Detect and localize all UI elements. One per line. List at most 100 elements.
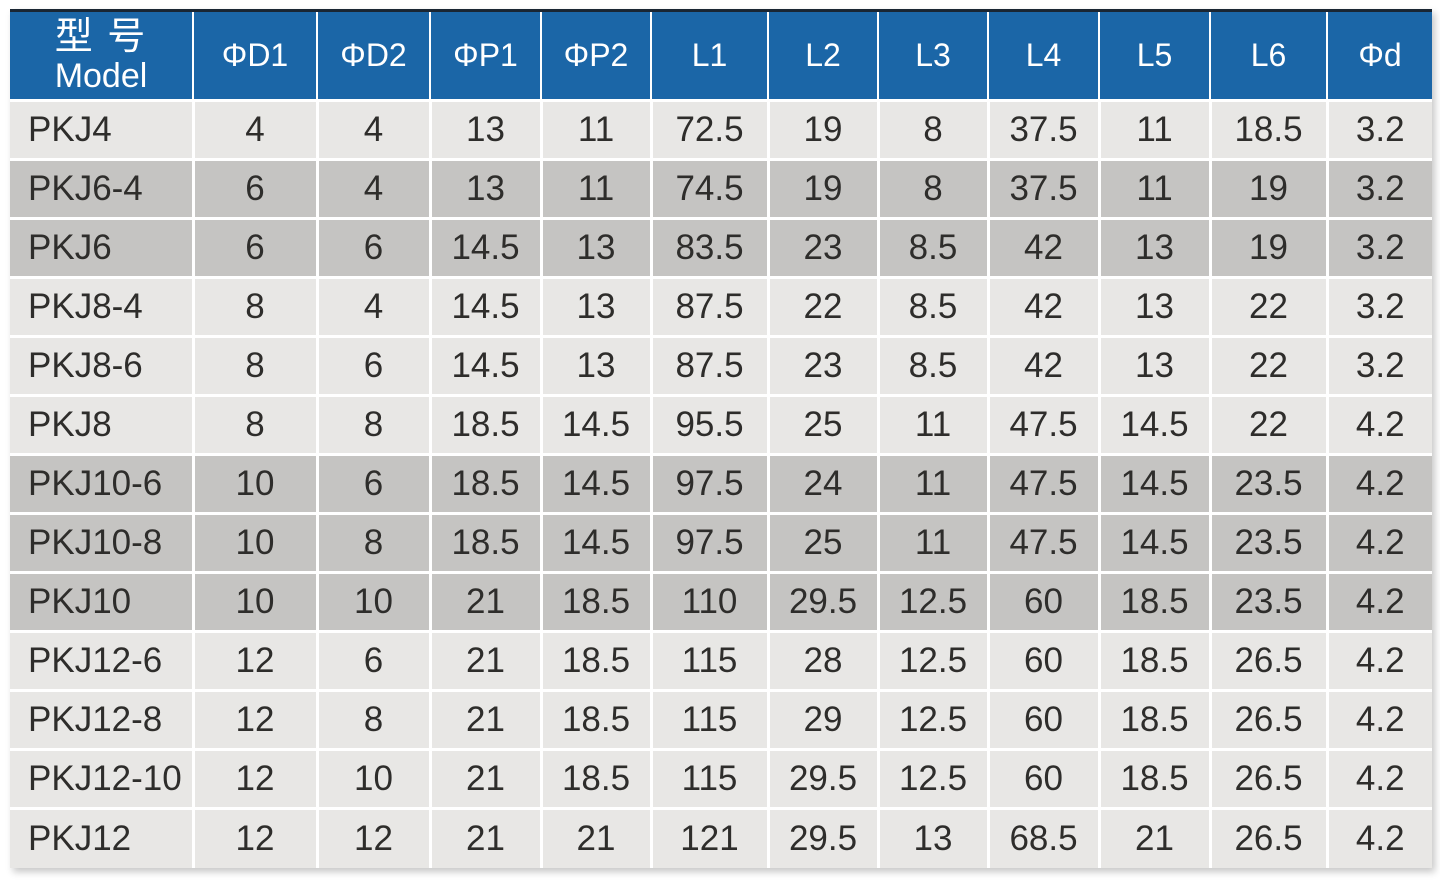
table-row: PKJ8-6 8 6 14.5 13 87.5 23 8.5 42 13 22 3.2 <box>10 335 1432 397</box>
table-row: PKJ12-10 12 10 21 18.5 115 29.5 12.5 60 18.5 26.5 4… <box>10 748 1432 810</box>
value-cell-ΦP1: 18.5 <box>428 453 543 515</box>
value-cell-L1: 115 <box>649 630 770 692</box>
value-cell-ΦP2: 18.5 <box>539 689 653 751</box>
column-header-L4: L4 <box>987 9 1100 102</box>
value-cell-L5: 18.5 <box>1097 748 1212 810</box>
value-cell-L6: 26.5 <box>1208 630 1329 692</box>
value-cell-L3: 11 <box>876 453 990 515</box>
value-cell-L2: 22 <box>766 276 880 338</box>
value-cell-L6: 18.5 <box>1208 99 1329 161</box>
value-cell-L2: 29.5 <box>766 571 880 633</box>
value-cell-L4: 60 <box>986 630 1101 692</box>
model-column-header: 型 号 Model <box>10 9 194 102</box>
model-cell: PKJ12-6 <box>10 630 195 692</box>
value-cell-L1: 95.5 <box>649 394 770 456</box>
value-cell-ΦP2: 11 <box>539 158 653 220</box>
value-cell-L4: 68.5 <box>986 807 1101 868</box>
table-row: PKJ8-4 8 4 14.5 13 87.5 22 8.5 42 13 22 3.2 <box>10 276 1432 338</box>
value-cell-L4: 47.5 <box>986 394 1101 456</box>
value-cell-L2: 25 <box>766 512 880 574</box>
value-cell-L3: 12.5 <box>876 571 990 633</box>
value-cell-ΦD2: 8 <box>315 512 432 574</box>
value-cell-ΦD2: 4 <box>315 276 432 338</box>
value-cell-ΦD1: 6 <box>191 217 319 279</box>
value-cell-L2: 19 <box>766 99 880 161</box>
value-cell-L5: 11 <box>1097 99 1212 161</box>
value-cell-ΦP1: 18.5 <box>428 394 543 456</box>
table-row: PKJ10-8 10 8 18.5 14.5 97.5 25 11 47.5 14.5 23.5 4.… <box>10 512 1432 574</box>
value-cell-L3: 8.5 <box>876 335 990 397</box>
value-cell-L4: 60 <box>986 571 1101 633</box>
value-cell-L5: 13 <box>1097 335 1212 397</box>
value-cell-L5: 13 <box>1097 276 1212 338</box>
value-cell-L4: 60 <box>986 689 1101 751</box>
column-header-ΦP1: ΦP1 <box>429 9 542 102</box>
value-cell-L4: 37.5 <box>986 99 1101 161</box>
value-cell-L4: 42 <box>986 335 1101 397</box>
value-cell-ΦP1: 13 <box>428 158 543 220</box>
column-header-ΦD1: ΦD1 <box>192 9 318 102</box>
value-cell-ΦD1: 8 <box>191 394 319 456</box>
pkj-spec-table: 型 号 Model ΦD1 ΦD2 ΦP1 ΦP2 L1 L2 L3 L4 L5 L6 Φd PKJ… <box>10 9 1432 868</box>
column-header-L3: L3 <box>877 9 989 102</box>
table-header: 型 号 Model ΦD1 ΦD2 ΦP1 ΦP2 L1 L2 L3 L4 L5 L6 Φd <box>10 9 1432 102</box>
value-cell-L5: 11 <box>1097 158 1212 220</box>
value-cell-ΦP1: 18.5 <box>428 512 543 574</box>
value-cell-L4: 42 <box>986 276 1101 338</box>
value-cell-L4: 60 <box>986 748 1101 810</box>
value-cell-L1: 115 <box>649 689 770 751</box>
value-cell-ΦP1: 21 <box>428 689 543 751</box>
value-cell-ΦP1: 21 <box>428 571 543 633</box>
value-cell-L4: 37.5 <box>986 158 1101 220</box>
value-cell-ΦD2: 6 <box>315 217 432 279</box>
column-header-Φd: Φd <box>1326 9 1432 102</box>
value-cell-L2: 28 <box>766 630 880 692</box>
value-cell-Φd: 4.2 <box>1325 689 1432 751</box>
value-cell-L3: 8 <box>876 158 990 220</box>
table-row: PKJ6 6 6 14.5 13 83.5 23 8.5 42 13 19 3.2 <box>10 217 1432 279</box>
model-cell: PKJ6-4 <box>10 158 195 220</box>
value-cell-ΦP2: 21 <box>539 807 653 868</box>
model-cell: PKJ12 <box>10 807 195 868</box>
value-cell-ΦD1: 8 <box>191 335 319 397</box>
value-cell-L3: 12.5 <box>876 630 990 692</box>
value-cell-ΦP2: 18.5 <box>539 630 653 692</box>
table-row: PKJ10 10 10 21 18.5 110 29.5 12.5 60 18.5 23.5 4.2 <box>10 571 1432 633</box>
value-cell-Φd: 4.2 <box>1325 630 1432 692</box>
value-cell-ΦP1: 13 <box>428 99 543 161</box>
value-cell-ΦD1: 10 <box>191 512 319 574</box>
value-cell-L5: 21 <box>1097 807 1212 868</box>
table-row: PKJ12-8 12 8 21 18.5 115 29 12.5 60 18.5 26.5 4.2 <box>10 689 1432 751</box>
value-cell-L3: 8.5 <box>876 217 990 279</box>
value-cell-ΦD1: 12 <box>191 630 319 692</box>
value-cell-L3: 13 <box>876 807 990 868</box>
value-cell-ΦP1: 21 <box>428 748 543 810</box>
value-cell-ΦD2: 8 <box>315 689 432 751</box>
model-cell: PKJ10-6 <box>10 453 195 515</box>
value-cell-L2: 24 <box>766 453 880 515</box>
value-cell-ΦD1: 10 <box>191 453 319 515</box>
value-cell-L3: 12.5 <box>876 689 990 751</box>
value-cell-L6: 23.5 <box>1208 512 1329 574</box>
value-cell-Φd: 3.2 <box>1325 276 1432 338</box>
value-cell-ΦD1: 8 <box>191 276 319 338</box>
table-row: PKJ12 12 12 21 21 121 29.5 13 68.5 21 26.5 4.2 <box>10 807 1432 868</box>
column-header-ΦD2: ΦD2 <box>316 9 431 102</box>
value-cell-L5: 18.5 <box>1097 689 1212 751</box>
column-header-L6: L6 <box>1209 9 1328 102</box>
value-cell-ΦP1: 14.5 <box>428 335 543 397</box>
value-cell-ΦD1: 12 <box>191 807 319 868</box>
model-header-zh: 型 号 <box>54 15 148 58</box>
value-cell-ΦD2: 6 <box>315 453 432 515</box>
column-header-L2: L2 <box>767 9 879 102</box>
value-cell-L1: 74.5 <box>649 158 770 220</box>
header-row: 型 号 Model ΦD1 ΦD2 ΦP1 ΦP2 L1 L2 L3 L4 L5 L6 Φd <box>10 9 1432 102</box>
value-cell-Φd: 3.2 <box>1325 99 1432 161</box>
value-cell-ΦD1: 10 <box>191 571 319 633</box>
value-cell-Φd: 4.2 <box>1325 748 1432 810</box>
value-cell-L6: 22 <box>1208 394 1329 456</box>
value-cell-Φd: 4.2 <box>1325 807 1432 868</box>
value-cell-L5: 13 <box>1097 217 1212 279</box>
table-row: PKJ10-6 10 6 18.5 14.5 97.5 24 11 47.5 14.5 23.5 4.… <box>10 453 1432 515</box>
